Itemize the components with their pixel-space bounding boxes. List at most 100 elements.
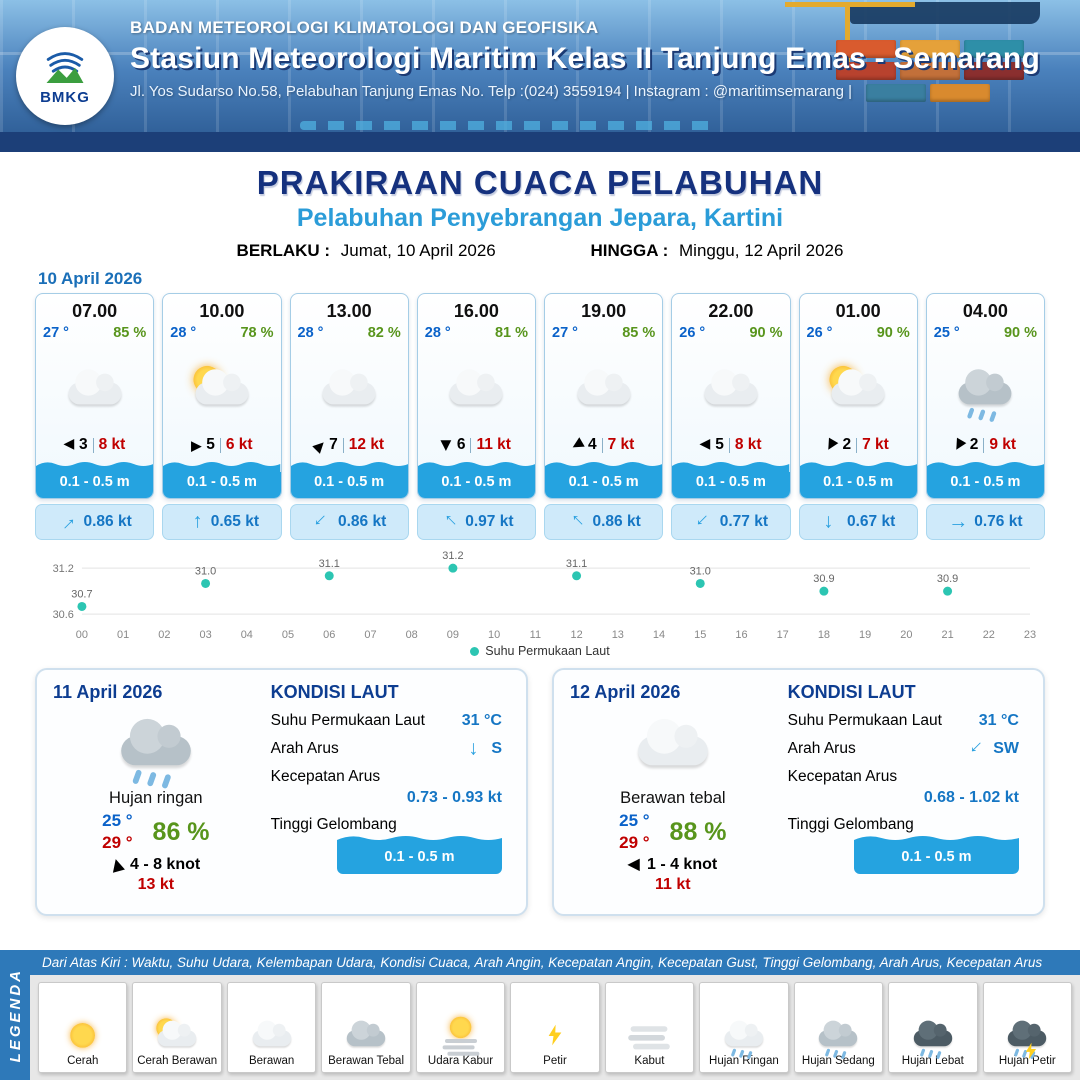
cloud-icon [346, 1020, 386, 1047]
wave-height-band: 0.1 - 0.5 m [417, 459, 535, 498]
temp-humidity-row: 27 ° 85 % [36, 325, 153, 341]
current-direction-label: Arah Arus [270, 740, 339, 757]
wind-row: ▶ 5 8 kt [672, 436, 789, 459]
sea-conditions: KONDISI LAUT Suhu Permukaan Laut 31 °C A… [776, 682, 1027, 902]
weather-icon [621, 1015, 677, 1057]
wave-height: 0.1 - 0.5 m [163, 472, 281, 498]
forecast-time: 07.00 [72, 301, 118, 321]
crane-illustration [785, 2, 915, 72]
weather-icon [565, 360, 642, 417]
wind-speed: 3 [78, 436, 88, 453]
daily-left: 11 April 2026 Hujan ringan 25 ° 29 ° 86 … [53, 682, 259, 902]
wave-icon [853, 836, 1019, 846]
cloud-icon [819, 1020, 858, 1047]
temp-humidity-row: 28 ° 78 % [163, 325, 280, 341]
wave-height: 0.1 - 0.5 m [672, 472, 790, 498]
svg-text:12: 12 [570, 629, 582, 641]
gust-speed: 11 kt [476, 436, 511, 453]
daily-date: 11 April 2026 [53, 682, 163, 702]
current-direction-label: Arah Arus [787, 740, 856, 757]
svg-text:21: 21 [941, 629, 953, 641]
weather-icon [820, 360, 897, 417]
cloud-icon [577, 368, 631, 404]
daily-stats: 25 ° 29 ° 86 % [102, 811, 209, 853]
svg-text:31.1: 31.1 [566, 558, 587, 570]
current-speed-label: Kecepatan Arus [787, 768, 898, 785]
weather-icon-zone [927, 341, 1044, 436]
wave-height-band: 0.1 - 0.5 m [545, 459, 663, 498]
legend-main: Dari Atas Kiri : Waktu, Suhu Udara, Kele… [30, 950, 1080, 1080]
cloud-icon [913, 1020, 952, 1047]
rain-drops-icon [967, 406, 976, 419]
svg-text:15: 15 [694, 629, 706, 641]
wave-height-band: 0.1 - 0.5 m [36, 459, 154, 498]
weather-icon [433, 1015, 489, 1057]
svg-text:07: 07 [364, 629, 376, 641]
wave-height-band: 0.1 - 0.5 m [290, 459, 408, 498]
weather-icon [947, 360, 1024, 419]
temp-humidity-row: 28 ° 82 % [291, 325, 408, 341]
forecast-column: 07.00 27 ° 85 % ▶ 3 8 kt 0.1 - 0.5 m [35, 293, 155, 540]
svg-text:06: 06 [323, 629, 335, 641]
wave-height: 0.1 - 0.5 m [336, 846, 502, 874]
svg-text:31.2: 31.2 [53, 563, 74, 575]
wind-direction-icon: ▶ [823, 436, 842, 454]
wave-icon [672, 462, 790, 472]
current-speed: 0.86 kt [592, 513, 641, 530]
humidity: 82 % [367, 325, 401, 341]
wind-direction-icon: ▶ [569, 436, 587, 454]
sea-conditions: KONDISI LAUT Suhu Permukaan Laut 31 °C A… [259, 682, 510, 902]
current-row: → 0.97 kt [416, 504, 536, 540]
temp-humidity-row: 25 ° 90 % [927, 325, 1044, 341]
wave-height-band: 0.1 - 0.5 m [853, 833, 1019, 874]
cloud-icon [638, 718, 708, 766]
legend-item: Hujan Petir [982, 982, 1072, 1073]
current-row: → 0.86 kt [289, 504, 409, 540]
current-direction-value: → S [465, 739, 502, 759]
cloud-icon [121, 718, 191, 766]
forecast-time: 16.00 [453, 301, 499, 321]
bmkg-emblem-icon [46, 52, 84, 83]
haze-icon [444, 1039, 477, 1044]
current-speed: 0.65 kt [210, 513, 259, 530]
weather-icon [527, 1015, 583, 1057]
sea-conditions-title: KONDISI LAUT [787, 682, 916, 702]
forecast-card: 22.00 26 ° 90 % ▶ 5 8 kt 0.1 - 0.5 m [671, 293, 791, 499]
temp-humidity-row: 27 ° 85 % [545, 325, 662, 341]
wind-row: ▶ 6 11 kt [418, 436, 535, 459]
wave-height-row: Tinggi Gelombang 0.1 - 0.5 m [271, 816, 502, 874]
svg-text:30.7: 30.7 [71, 588, 92, 600]
legend-item-label: Cerah [67, 1055, 99, 1068]
wave-height-row: Tinggi Gelombang 0.1 - 0.5 m [788, 816, 1019, 874]
svg-text:04: 04 [241, 629, 253, 641]
wind-speed: 4 [587, 436, 597, 453]
sea-conditions-title: KONDISI LAUT [270, 682, 399, 702]
temperature: 28 ° [297, 325, 324, 341]
wind-row: ▶ 4 7 kt [545, 436, 662, 459]
lightning-icon [548, 1024, 562, 1046]
divider [601, 437, 603, 453]
legend-item: Hujan Ringan [699, 982, 789, 1073]
cloud-icon [322, 368, 376, 404]
wave-height-label: Tinggi Gelombang [270, 816, 397, 833]
divider [470, 437, 472, 453]
floor-illustration [0, 132, 1080, 152]
wave-height: 0.1 - 0.5 m [799, 472, 917, 498]
forecast-card: 07.00 27 ° 85 % ▶ 3 8 kt 0.1 - 0.5 m [35, 293, 155, 499]
seats-illustration [300, 121, 720, 130]
svg-text:31.2: 31.2 [442, 550, 463, 562]
temperature-night: 29 ° [619, 833, 650, 852]
sun-icon [449, 1016, 471, 1039]
weather-icon-zone [800, 341, 917, 436]
current-row: → 0.77 kt [671, 504, 791, 540]
svg-text:11: 11 [530, 629, 541, 641]
sst-label: Suhu Permukaan Laut [270, 712, 425, 729]
forecast-time: 01.00 [835, 301, 881, 321]
current-speed: 0.76 kt [974, 513, 1023, 530]
wind-direction-icon: ▶ [628, 856, 640, 874]
hingga-value: Minggu, 12 April 2026 [679, 241, 844, 260]
validity-row: BERLAKU : Jumat, 10 April 2026 HINGGA : … [0, 241, 1080, 261]
svg-text:31.1: 31.1 [319, 558, 340, 570]
legend-band: LEGENDA [0, 950, 30, 1080]
svg-text:23: 23 [1024, 629, 1036, 641]
